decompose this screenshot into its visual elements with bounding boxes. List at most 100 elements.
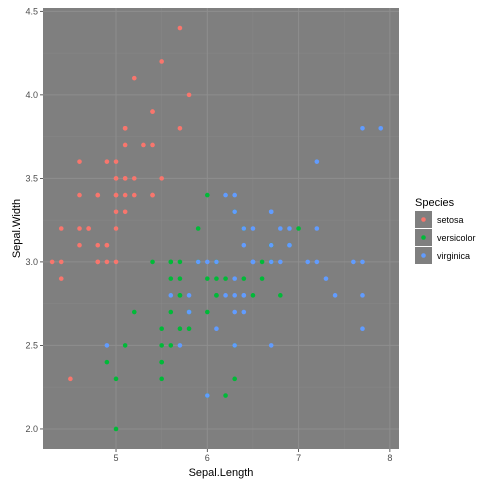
grid-lines (43, 8, 399, 449)
y-tick-label: 3.0 (25, 257, 38, 267)
point-virginica (223, 293, 228, 298)
point-setosa (113, 159, 119, 164)
legend-label-virginica: virginica (437, 251, 470, 261)
point-virginica (250, 226, 256, 231)
point-versicolor (232, 376, 237, 382)
point-versicolor (150, 259, 155, 265)
point-virginica (287, 242, 292, 248)
point-versicolor (159, 359, 164, 365)
point-setosa (122, 125, 128, 131)
point-versicolor (113, 376, 119, 382)
point-virginica (268, 242, 274, 248)
point-setosa (113, 226, 119, 231)
point-setosa (58, 226, 64, 231)
point-virginica (332, 293, 338, 298)
point-setosa (131, 192, 137, 198)
point-virginica (205, 393, 210, 398)
point-setosa (177, 25, 183, 31)
point-versicolor (168, 309, 174, 315)
point-virginica (195, 259, 201, 265)
point-setosa (49, 259, 55, 265)
point-virginica (241, 226, 247, 231)
point-setosa (186, 92, 192, 98)
point-virginica (250, 259, 256, 265)
legend-items: setosa versicolor virginica (415, 211, 476, 264)
point-virginica (268, 209, 274, 215)
point-virginica (241, 309, 247, 315)
point-virginica (278, 226, 283, 231)
y-tick-label: 4.0 (25, 90, 38, 100)
legend-swatch-versicolor (421, 235, 426, 240)
point-virginica (268, 343, 274, 348)
point-setosa (122, 192, 128, 198)
point-virginica (232, 192, 237, 198)
point-setosa (150, 109, 155, 114)
point-virginica (360, 259, 365, 265)
point-virginica (232, 309, 237, 315)
point-versicolor (159, 343, 164, 348)
point-versicolor (168, 259, 174, 265)
point-virginica (378, 125, 384, 131)
point-versicolor (278, 293, 283, 298)
y-axis-ticks: 2.0 2.5 3.0 3.5 4.0 4.5 (25, 6, 43, 434)
point-virginica (314, 226, 320, 231)
point-setosa (68, 376, 73, 382)
legend-swatch-virginica (421, 253, 426, 258)
legend: Species setosa versicolor virginica (415, 197, 476, 264)
point-setosa (104, 159, 110, 164)
point-versicolor (250, 293, 256, 298)
y-tick-label: 4.5 (25, 6, 38, 16)
point-setosa (113, 176, 119, 181)
legend-swatch-setosa (421, 217, 426, 222)
point-versicolor (296, 226, 301, 231)
point-versicolor (223, 393, 228, 398)
point-versicolor (214, 276, 219, 281)
point-setosa (77, 159, 82, 164)
point-versicolor (205, 192, 210, 198)
point-virginica (186, 309, 192, 315)
point-versicolor (205, 309, 210, 315)
point-setosa (77, 242, 82, 248)
point-virginica (360, 293, 365, 298)
x-tick-label: 6 (205, 453, 210, 463)
point-versicolor (168, 276, 174, 281)
point-setosa (131, 176, 137, 181)
point-setosa (113, 259, 119, 265)
point-virginica (186, 293, 192, 298)
point-setosa (77, 226, 82, 231)
x-tick-label: 5 (114, 453, 119, 463)
point-virginica (232, 209, 237, 215)
point-versicolor (122, 343, 128, 348)
point-setosa (58, 259, 64, 265)
point-virginica (314, 259, 320, 265)
point-setosa (95, 259, 101, 265)
point-virginica (323, 276, 329, 281)
point-virginica (314, 159, 320, 164)
x-tick-label: 8 (387, 453, 392, 463)
point-versicolor (177, 326, 183, 332)
point-setosa (131, 75, 137, 81)
point-virginica (351, 259, 356, 265)
point-versicolor (214, 293, 219, 298)
point-versicolor (104, 359, 110, 365)
point-versicolor (259, 276, 265, 281)
point-setosa (159, 176, 164, 181)
point-versicolor (177, 293, 183, 298)
point-versicolor (223, 276, 228, 281)
legend-title: Species (415, 197, 455, 209)
point-virginica (205, 259, 210, 265)
y-tick-label: 2.5 (25, 340, 38, 350)
point-versicolor (159, 376, 164, 382)
y-axis-title: Sepal.Width (11, 199, 23, 258)
point-versicolor (177, 259, 183, 265)
point-virginica (278, 259, 283, 265)
point-virginica (232, 293, 237, 298)
point-versicolor (186, 326, 192, 332)
point-versicolor (205, 276, 210, 281)
point-virginica (214, 326, 219, 332)
point-virginica (177, 343, 183, 348)
point-setosa (104, 242, 110, 248)
point-versicolor (241, 276, 247, 281)
point-versicolor (113, 426, 119, 432)
